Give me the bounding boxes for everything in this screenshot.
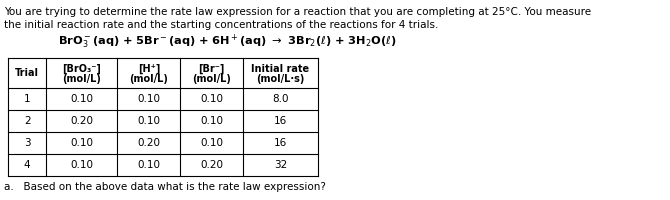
- Text: 0.10: 0.10: [70, 160, 93, 170]
- Text: [BrO₃⁻]: [BrO₃⁻]: [62, 64, 101, 74]
- Text: 0.10: 0.10: [200, 138, 223, 148]
- Text: 0.20: 0.20: [200, 160, 223, 170]
- Text: (mol/L): (mol/L): [62, 74, 101, 84]
- Text: BrO$_3^-$(aq) + 5Br$^-$(aq) + 6H$^+$(aq) $\rightarrow$ 3Br$_2$($\ell$) + 3H$_2$O: BrO$_3^-$(aq) + 5Br$^-$(aq) + 6H$^+$(aq)…: [58, 33, 397, 51]
- Text: Trial: Trial: [15, 68, 40, 78]
- Text: 0.10: 0.10: [200, 116, 223, 126]
- Text: [H⁺]: [H⁺]: [137, 64, 160, 74]
- Text: 0.10: 0.10: [137, 116, 160, 126]
- Text: 0.10: 0.10: [200, 94, 223, 104]
- Text: 0.10: 0.10: [70, 94, 93, 104]
- Text: 3: 3: [24, 138, 31, 148]
- Text: (mol/L·s): (mol/L·s): [257, 74, 305, 84]
- Text: Initial rate: Initial rate: [251, 64, 310, 74]
- Text: 1: 1: [24, 94, 31, 104]
- Text: [Br⁻]: [Br⁻]: [198, 64, 225, 74]
- Text: the initial reaction rate and the starting concentrations of the reactions for 4: the initial reaction rate and the starti…: [4, 20, 438, 30]
- Text: (mol/L): (mol/L): [129, 74, 168, 84]
- Text: 16: 16: [274, 138, 287, 148]
- Text: 0.20: 0.20: [70, 116, 93, 126]
- Text: 0.10: 0.10: [70, 138, 93, 148]
- Text: 16: 16: [274, 116, 287, 126]
- Text: 0.20: 0.20: [137, 138, 160, 148]
- Text: 4: 4: [24, 160, 31, 170]
- Text: 32: 32: [274, 160, 287, 170]
- Text: 0.10: 0.10: [137, 94, 160, 104]
- Text: 8.0: 8.0: [272, 94, 289, 104]
- Text: (mol/L): (mol/L): [192, 74, 231, 84]
- Text: You are trying to determine the rate law expression for a reaction that you are : You are trying to determine the rate law…: [4, 7, 591, 17]
- Text: a.   Based on the above data what is the rate law expression?: a. Based on the above data what is the r…: [4, 182, 326, 192]
- Text: 2: 2: [24, 116, 31, 126]
- Text: 0.10: 0.10: [137, 160, 160, 170]
